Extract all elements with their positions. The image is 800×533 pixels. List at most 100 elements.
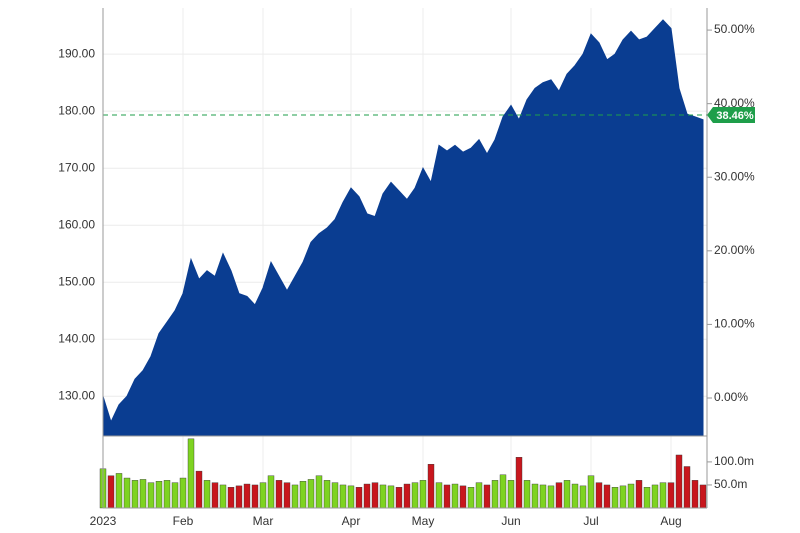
current-badge: [707, 106, 755, 123]
volume-bar: [699, 484, 707, 509]
volume-bar: [531, 483, 539, 509]
volume-bar: [579, 485, 587, 509]
volume-bar: [595, 482, 603, 509]
volume-bar: [107, 475, 115, 509]
volume-bar: [235, 485, 243, 509]
y-tick-label: 170.00: [58, 160, 95, 174]
volume-bar: [539, 484, 547, 509]
volume-bar: [259, 482, 267, 509]
x-tick-label: 2023: [90, 514, 117, 528]
x-tick-label: Feb: [173, 514, 194, 528]
volume-bar: [131, 480, 139, 509]
volume-bar: [291, 484, 299, 509]
y2-tick-label: 30.00%: [714, 169, 755, 183]
volume-bar: [139, 479, 147, 509]
volume-bar: [627, 483, 635, 509]
volume-bar: [547, 485, 555, 509]
volume-bar: [611, 487, 619, 509]
volume-bar: [491, 480, 499, 509]
volume-bar: [307, 479, 315, 509]
volume-bar: [507, 480, 515, 509]
volume-bar: [443, 484, 451, 509]
volume-bar: [331, 482, 339, 509]
price-area: [102, 19, 704, 436]
volume-bar: [651, 484, 659, 509]
y-tick-label: 150.00: [58, 274, 95, 288]
volume-bar: [427, 464, 435, 509]
volume-tick-label: 50.0m: [714, 477, 747, 491]
volume-bar: [315, 475, 323, 509]
volume-bar: [667, 482, 675, 509]
volume-bar: [683, 466, 691, 509]
volume-bar: [419, 480, 427, 509]
y2-tick-label: 40.00%: [714, 96, 755, 110]
volume-bar: [355, 487, 363, 509]
volume-bar: [251, 484, 259, 509]
x-tick-label: Jul: [583, 514, 598, 528]
y2-tick-label: 20.00%: [714, 243, 755, 257]
volume-bar: [563, 480, 571, 509]
volume-bar: [395, 487, 403, 509]
volume-bar: [691, 480, 699, 509]
volume-bar: [123, 477, 131, 509]
volume-bar: [203, 480, 211, 509]
volume-bar: [603, 484, 611, 509]
volume-bar: [459, 485, 467, 509]
x-tick-label: Aug: [660, 514, 681, 528]
y-tick-label: 180.00: [58, 103, 95, 117]
volume-bar: [243, 483, 251, 509]
volume-bar: [275, 480, 283, 509]
volume-bar: [267, 475, 275, 509]
volume-bar: [171, 482, 179, 509]
volume-bar: [195, 470, 203, 509]
current-badge-label: 38.46%: [716, 110, 754, 122]
x-tick-label: Mar: [253, 514, 274, 528]
y2-tick-label: 10.00%: [714, 317, 755, 331]
x-tick-label: Apr: [342, 514, 361, 528]
volume-bar: [587, 475, 595, 509]
volume-bar: [339, 484, 347, 509]
volume-bar: [371, 482, 379, 509]
volume-bar: [523, 480, 531, 509]
volume-bar: [155, 481, 163, 509]
y2-tick-label: 0.00%: [714, 390, 748, 404]
y-tick-label: 140.00: [58, 331, 95, 345]
volume-bar: [659, 482, 667, 509]
volume-bar: [467, 487, 475, 509]
x-tick-label: May: [412, 514, 435, 528]
volume-bar: [675, 454, 683, 509]
volume-bar: [499, 474, 507, 509]
volume-bar: [451, 483, 459, 509]
volume-bar: [147, 482, 155, 509]
volume-tick-label: 100.0m: [714, 454, 754, 468]
volume-bar: [555, 482, 563, 509]
volume-bar: [347, 485, 355, 509]
volume-bar: [403, 483, 411, 509]
volume-bar: [635, 480, 643, 509]
x-tick-label: Jun: [501, 514, 520, 528]
volume-bar: [323, 480, 331, 509]
y-tick-label: 130.00: [58, 388, 95, 402]
volume-bar: [387, 485, 395, 509]
volume-bar: [475, 482, 483, 509]
volume-bar: [515, 457, 523, 509]
volume-bar: [283, 482, 291, 509]
volume-bar: [379, 484, 387, 509]
volume-bar: [211, 482, 219, 509]
volume-bar: [163, 480, 171, 509]
volume-bar: [411, 482, 419, 509]
y-tick-label: 190.00: [58, 46, 95, 60]
volume-bar: [483, 484, 491, 509]
volume-bar: [219, 484, 227, 509]
y-tick-label: 160.00: [58, 217, 95, 231]
y2-tick-label: 50.00%: [714, 22, 755, 36]
volume-bar: [435, 482, 443, 509]
volume-bar: [363, 483, 371, 509]
volume-bar: [643, 487, 651, 509]
volume-bar: [619, 485, 627, 509]
volume-bar: [227, 487, 235, 509]
volume-bar: [179, 477, 187, 509]
volume-bar: [187, 438, 195, 509]
volume-bar: [115, 473, 123, 509]
